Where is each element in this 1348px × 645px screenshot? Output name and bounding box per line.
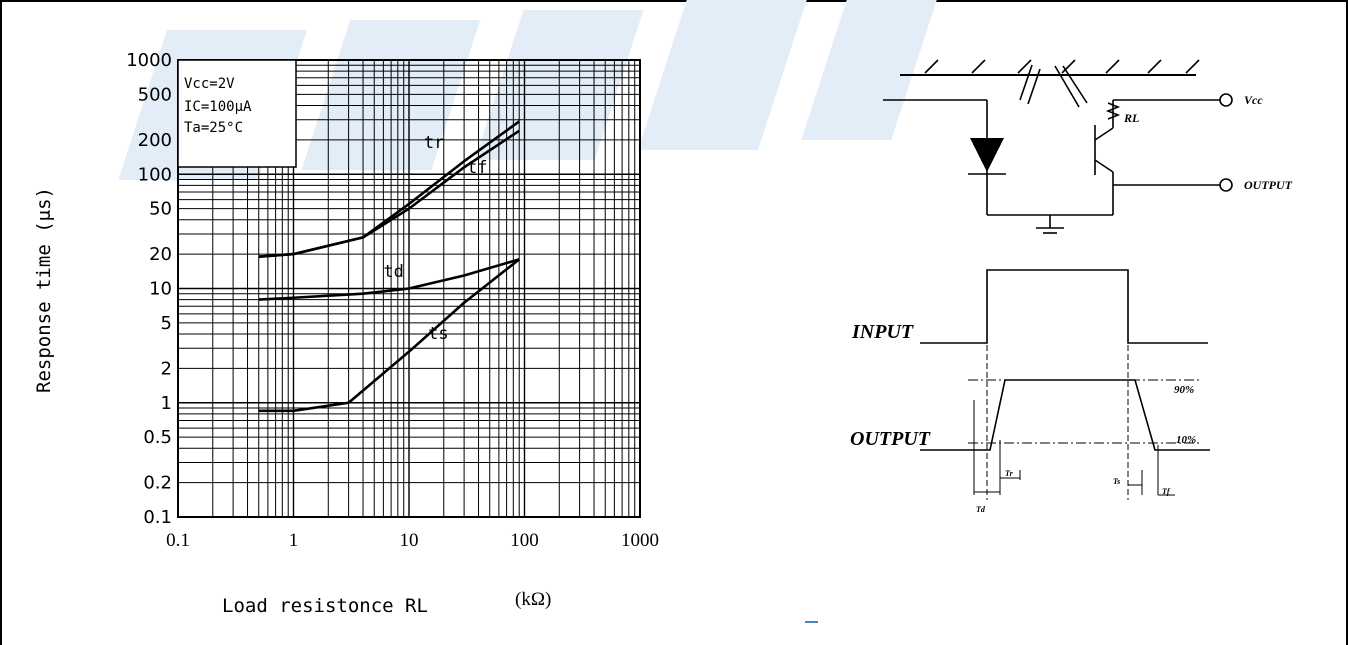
curve-label-tf: tf xyxy=(467,158,487,178)
x-tick-label-0: 0.1 xyxy=(166,530,190,551)
x-tick-label-4: 1000 xyxy=(621,530,659,551)
vcc-terminal xyxy=(1219,93,1233,107)
y-tick-label-12: 0.1 xyxy=(143,507,172,528)
y-tick-label-8: 2 xyxy=(161,358,172,379)
y-tick-label-6: 10 xyxy=(149,279,172,300)
y-tick-label-4: 50 xyxy=(149,199,172,220)
x-axis-unit: (kΩ) xyxy=(515,589,551,610)
condition-vcc: Vcc=2V xyxy=(184,76,235,92)
x-tick-label-2: 10 xyxy=(400,530,419,551)
x-tick-label-3: 100 xyxy=(510,530,539,551)
y-tick-label-7: 5 xyxy=(161,313,172,334)
input-label: INPUT xyxy=(851,321,914,343)
conditions-box xyxy=(177,59,297,168)
y-tick-label-0: 1000 xyxy=(126,50,172,71)
output-terminal xyxy=(1219,178,1233,192)
y-tick-label-3: 100 xyxy=(138,164,172,185)
led-diode-icon xyxy=(970,138,1004,172)
td-label: Td xyxy=(976,505,986,514)
plot-frame xyxy=(177,59,641,518)
series-ts-line xyxy=(258,258,521,413)
curve-label-ts: ts xyxy=(428,324,448,344)
chart-series xyxy=(258,120,521,413)
rl-label: RL xyxy=(1123,111,1139,125)
y-tick-label-5: 20 xyxy=(149,244,172,265)
pct-10-label: 10% xyxy=(1176,434,1196,446)
x-tick-labels: 0.1 1 10 100 1000 xyxy=(166,530,659,551)
circuit-schematic xyxy=(883,59,1233,234)
ground-hatch xyxy=(924,59,1200,74)
input-waveform xyxy=(920,269,1208,344)
condition-ic: IC=100μA xyxy=(184,99,252,115)
y-tick-label-9: 1 xyxy=(161,393,172,414)
series-tf-line xyxy=(258,129,520,258)
y-axis-label: Response time (μs) xyxy=(33,187,55,393)
series-tr-line xyxy=(258,120,520,258)
y-tick-label-10: 0.5 xyxy=(143,427,172,448)
y-tick-label-2: 200 xyxy=(138,130,172,151)
y-tick-labels: 1000 500 200 100 50 20 10 5 2 1 0.5 0.2 0.1 xyxy=(126,50,172,528)
ts-label: Ts xyxy=(1113,477,1120,486)
tf-label: Tf xyxy=(1162,487,1171,496)
vcc-label: Vcc xyxy=(1244,93,1263,107)
waveform-output-label: OUTPUT xyxy=(850,428,931,450)
y-tick-label-11: 0.2 xyxy=(143,473,172,494)
curve-label-td: td xyxy=(383,262,403,282)
x-tick-label-1: 1 xyxy=(289,530,299,551)
y-tick-label-1: 500 xyxy=(138,84,172,105)
schematic-output-label: OUTPUT xyxy=(1244,178,1293,192)
condition-ta: Ta=25°C xyxy=(184,120,243,136)
curve-label-tr: tr xyxy=(424,133,444,153)
timing-waveform xyxy=(920,269,1210,500)
resistor-icon xyxy=(1105,102,1121,120)
series-td-line xyxy=(258,258,520,301)
tr-label: Tr xyxy=(1005,469,1014,478)
x-axis-label: Load resistonce RL xyxy=(222,595,428,617)
output-waveform xyxy=(920,379,1210,451)
pct-90-label: 90% xyxy=(1174,384,1194,396)
curve-labels: tr tf td ts xyxy=(383,133,487,344)
